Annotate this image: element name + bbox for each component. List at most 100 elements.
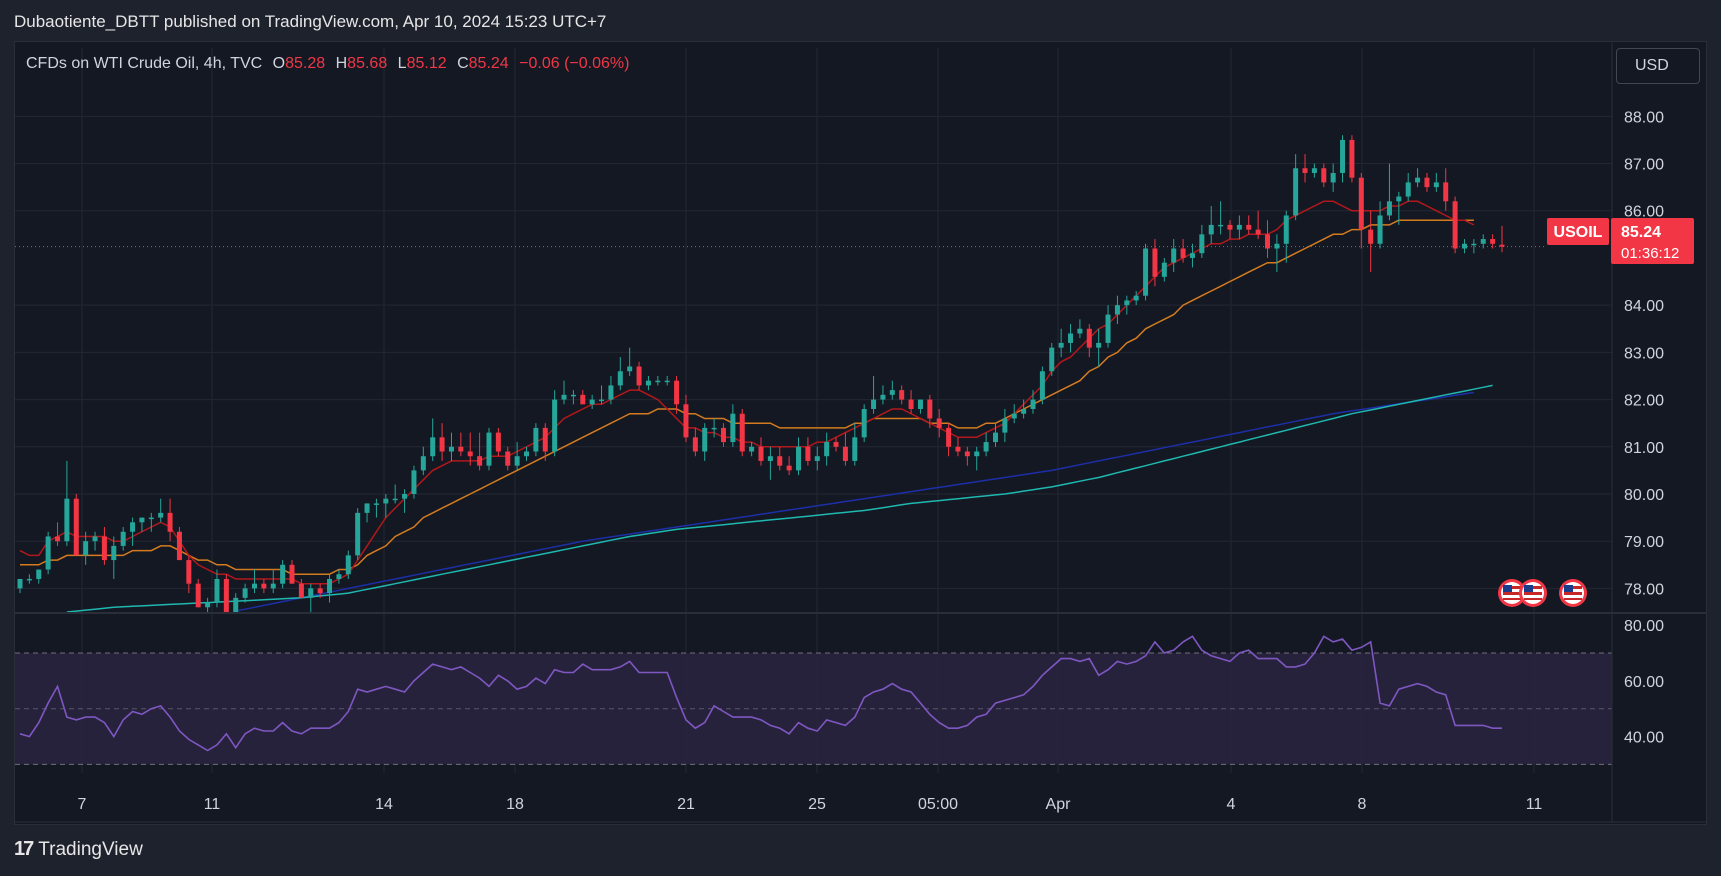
candle-body [636, 366, 642, 386]
candle-body [570, 394, 576, 397]
us-flag-icon[interactable] [1498, 579, 1526, 607]
candle [1265, 220, 1271, 258]
candle-body [1490, 239, 1496, 244]
candle-body [1124, 300, 1130, 306]
high-value: 85.68 [347, 55, 388, 72]
candle-body [83, 541, 89, 556]
candle [720, 423, 726, 447]
candle-body [242, 588, 248, 598]
candle [139, 517, 145, 532]
candle-body [1293, 168, 1299, 216]
time-tick-label: 7 [78, 796, 87, 813]
candle-body [1236, 224, 1242, 230]
candle [1096, 328, 1102, 367]
candle-body [486, 432, 492, 466]
rsi-tick-label: 80.00 [1624, 618, 1664, 635]
candle-body [495, 432, 501, 452]
candle [1058, 328, 1064, 358]
candle [1124, 295, 1130, 315]
candle [83, 531, 89, 565]
price-tick-label: 79.00 [1624, 534, 1664, 551]
tradingview-logo-icon: 17 [14, 838, 34, 860]
candle [167, 498, 173, 542]
candle-body [1058, 342, 1064, 348]
event-icons[interactable] [1498, 579, 1587, 607]
candle-body [1227, 224, 1233, 230]
candle-body [674, 380, 680, 405]
candle-body [1433, 182, 1439, 188]
candle-body [1265, 234, 1271, 249]
time-tick-label: 18 [506, 796, 524, 813]
candle [983, 432, 989, 457]
candle [111, 536, 117, 579]
symbol-title[interactable]: CFDs on WTI Crude Oil, 4h, TVC [26, 55, 263, 72]
candle [101, 527, 107, 565]
candle-body [1030, 399, 1036, 410]
us-flag-icon[interactable] [1559, 579, 1587, 607]
candle [814, 446, 820, 471]
currency-button[interactable]: USD [1616, 48, 1700, 84]
low-value: 85.12 [406, 55, 447, 72]
candle [298, 578, 304, 598]
candle [955, 437, 961, 457]
candle-body [814, 456, 820, 461]
candle-body [1039, 371, 1045, 400]
candle-body [1424, 177, 1430, 188]
candle-body [223, 578, 229, 612]
candles [17, 135, 1505, 612]
candle [1208, 206, 1214, 244]
candle [1133, 290, 1139, 306]
candle [1227, 220, 1233, 240]
candle-body [1452, 201, 1458, 249]
candle [964, 446, 970, 466]
candle-body [552, 399, 558, 452]
candle [824, 432, 830, 466]
tradingview-brand: TradingView [38, 838, 143, 860]
candle [214, 569, 220, 608]
candle [439, 423, 445, 461]
price-tick-label: 83.00 [1624, 345, 1664, 362]
time-tick-label: 05:00 [918, 796, 958, 813]
candle-body [92, 536, 98, 542]
us-flag-icon[interactable] [1519, 579, 1547, 607]
candle-body [55, 536, 61, 542]
time-tick-label: 4 [1227, 796, 1236, 813]
candle [1349, 135, 1355, 183]
candle-body [467, 451, 473, 457]
candle [1452, 196, 1458, 254]
candle [861, 404, 867, 443]
candle [889, 380, 895, 400]
candle [242, 583, 248, 603]
tradingview-logo[interactable]: 17 TradingView [14, 838, 143, 861]
candle [289, 560, 295, 584]
candle-body [195, 583, 201, 608]
candle-body [524, 451, 530, 457]
candle-body [720, 427, 726, 443]
candle [1114, 295, 1120, 325]
candle [1180, 239, 1186, 263]
candle [589, 394, 595, 410]
candle-body [317, 588, 323, 594]
candle [1311, 163, 1317, 178]
candle [402, 489, 408, 513]
candle [64, 460, 70, 546]
candle [702, 423, 708, 461]
candle-body [280, 564, 286, 584]
candle [1358, 172, 1364, 249]
candle [495, 427, 501, 457]
candle [17, 578, 23, 594]
candle-body [1480, 239, 1486, 244]
candle [1405, 172, 1411, 202]
candle [270, 569, 276, 594]
candle [946, 423, 952, 457]
candle-body [402, 493, 408, 499]
candle-body [45, 536, 51, 570]
candle-body [1340, 139, 1346, 173]
time-tick-label: 11 [204, 796, 221, 813]
candle [1461, 239, 1467, 254]
candle [1480, 234, 1486, 249]
candle-body [158, 512, 164, 518]
candle [805, 437, 811, 466]
candle-body [214, 578, 220, 603]
